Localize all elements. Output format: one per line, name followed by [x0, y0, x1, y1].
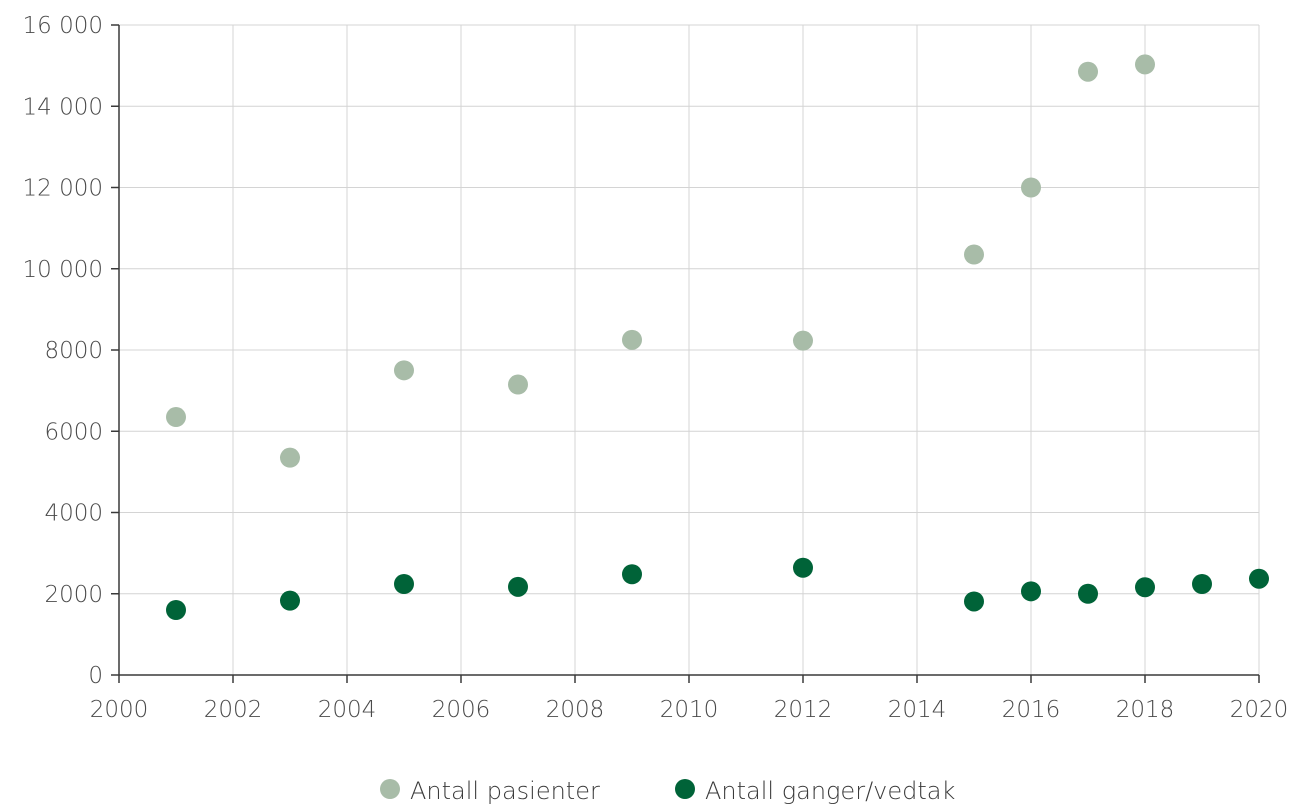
point-antall-ganger-vedtak: [394, 574, 414, 594]
point-antall-ganger-vedtak: [964, 591, 984, 612]
point-antall-ganger-vedtak: [622, 564, 642, 585]
y-tick-label: 4000: [44, 501, 103, 527]
y-tick-labels: 0 2000 4000 6000 8000 10 000 12 000 14 000 16 00…: [23, 13, 103, 689]
point-antall-ganger-vedtak: [1021, 581, 1041, 602]
x-tick-label: 2002: [204, 697, 263, 723]
x-tick-label: 2004: [318, 697, 377, 723]
y-tick-label: 16 000: [23, 13, 103, 39]
y-tick-label: 10 000: [23, 257, 103, 283]
point-antall-pasienter: [394, 360, 414, 381]
y-tick-label: 0: [88, 663, 103, 689]
y-tick-label: 6000: [44, 419, 103, 445]
point-antall-pasienter: [280, 447, 300, 468]
legend-marker: [675, 779, 695, 799]
axes: [111, 24, 1260, 683]
legend-marker: [380, 779, 400, 799]
x-tick-label: 2000: [90, 697, 149, 723]
legend: Antall pasienter Antall ganger/vedtak: [380, 777, 955, 805]
point-antall-ganger-vedtak: [166, 600, 186, 620]
point-antall-ganger-vedtak: [1249, 568, 1269, 589]
x-tick-labels: 2000 2002 2004 2006 2008 2010 2012 2014 2016 2018…: [90, 697, 1289, 723]
x-tick-label: 2008: [546, 697, 605, 723]
point-antall-ganger-vedtak: [280, 590, 300, 611]
point-antall-pasienter: [622, 329, 642, 350]
y-tick-label: 2000: [44, 582, 103, 608]
x-tick-label: 2014: [888, 697, 947, 723]
point-antall-ganger-vedtak: [1135, 577, 1155, 598]
point-antall-pasienter: [793, 330, 813, 351]
point-antall-pasienter: [508, 374, 528, 395]
point-antall-ganger-vedtak: [1078, 583, 1098, 604]
point-antall-pasienter: [166, 407, 186, 428]
x-tick-label: 2016: [1002, 697, 1061, 723]
point-antall-ganger-vedtak: [1192, 574, 1212, 594]
legend-label: Antall ganger/vedtak: [705, 777, 955, 805]
x-tick-label: 2020: [1230, 697, 1289, 723]
point-antall-ganger-vedtak: [508, 576, 528, 597]
x-tick-label: 2010: [660, 697, 719, 723]
y-tick-label: 12 000: [23, 176, 103, 202]
point-antall-ganger-vedtak: [793, 557, 813, 578]
y-tick-label: 8000: [44, 338, 103, 364]
point-antall-pasienter: [1135, 54, 1155, 75]
point-antall-pasienter: [1021, 177, 1041, 198]
x-tick-label: 2012: [774, 697, 833, 723]
grid-lines: [119, 24, 1260, 675]
data-points: [166, 54, 1269, 620]
point-antall-pasienter: [964, 244, 984, 265]
y-tick-label: 14 000: [23, 94, 103, 120]
legend-label: Antall pasienter: [410, 777, 600, 805]
x-tick-label: 2006: [432, 697, 491, 723]
x-tick-label: 2018: [1116, 697, 1175, 723]
point-antall-pasienter: [1078, 61, 1098, 82]
